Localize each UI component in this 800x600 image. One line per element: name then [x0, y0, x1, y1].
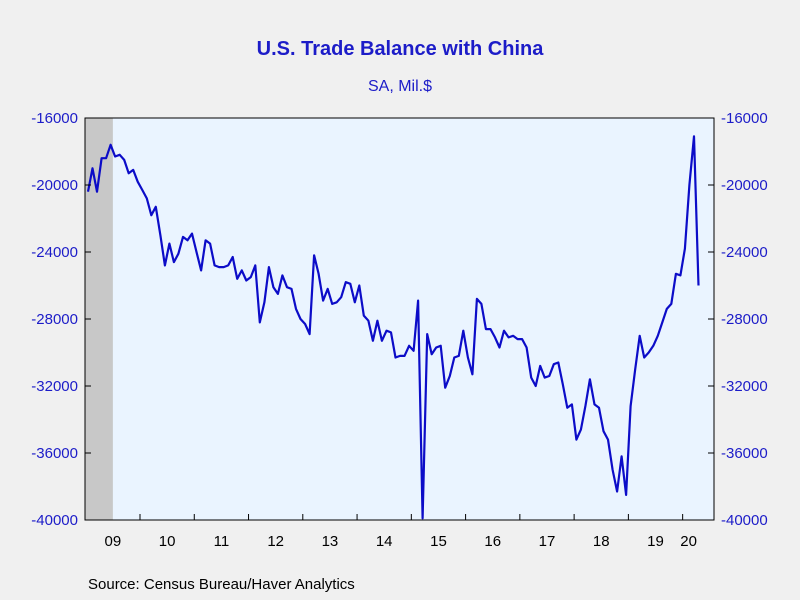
y-tick-label-right: -28000	[721, 311, 768, 328]
x-tick-label: 09	[105, 533, 122, 550]
y-tick-label-right: -16000	[721, 110, 768, 127]
x-tick-label: 18	[593, 533, 610, 550]
y-tick-label-right: -20000	[721, 177, 768, 194]
y-tick-label-right: -36000	[721, 445, 768, 462]
y-tick-label-left: -36000	[31, 445, 78, 462]
y-tick-label-left: -28000	[31, 311, 78, 328]
plot-background	[85, 118, 714, 520]
x-tick-label: 20	[680, 533, 697, 550]
x-tick-label: 14	[376, 533, 393, 550]
chart-title: U.S. Trade Balance with China	[256, 38, 544, 60]
y-tick-label-right: -32000	[721, 378, 768, 395]
y-tick-label-left: -24000	[31, 244, 78, 261]
x-tick-label: 15	[430, 533, 447, 550]
x-tick-label: 16	[484, 533, 501, 550]
y-tick-label-right: -40000	[721, 512, 768, 529]
x-tick-label: 17	[539, 533, 556, 550]
y-tick-label-left: -40000	[31, 512, 78, 529]
x-tick-label: 10	[159, 533, 176, 550]
chart-subtitle: SA, Mil.$	[367, 78, 432, 95]
y-tick-label-left: -32000	[31, 378, 78, 395]
x-tick-label: 13	[322, 533, 339, 550]
x-tick-label: 19	[647, 533, 664, 550]
y-tick-label-left: -16000	[31, 110, 78, 127]
y-tick-label-left: -20000	[31, 177, 78, 194]
x-tick-label: 12	[267, 533, 284, 550]
y-tick-label-right: -24000	[721, 244, 768, 261]
chart-source: Source: Census Bureau/Haver Analytics	[88, 576, 355, 593]
series-line	[86, 135, 700, 520]
x-tick-label: 11	[214, 533, 230, 550]
